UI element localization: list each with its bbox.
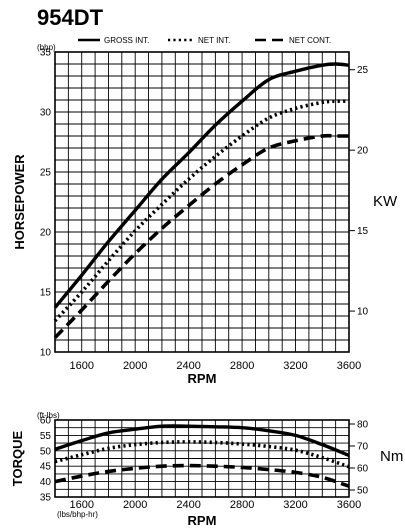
y2-axis-title: KW bbox=[373, 193, 398, 210]
legend-label: GROSS INT. bbox=[104, 36, 149, 45]
y-tick-label: 15 bbox=[40, 288, 52, 299]
x-tick-label: 1600 bbox=[69, 499, 93, 511]
plot-frame bbox=[54, 51, 350, 353]
series-line-dashed bbox=[54, 463, 350, 488]
x-tick-label: 2400 bbox=[176, 360, 200, 372]
y2-tick-label: 70 bbox=[357, 442, 369, 453]
x-tick-label: 3600 bbox=[337, 499, 361, 511]
x-tick-label: 2400 bbox=[176, 499, 200, 511]
series-line-solid bbox=[53, 62, 350, 309]
y-unit-label: (ft-lbs) bbox=[37, 411, 60, 420]
x-tick-label: 3200 bbox=[283, 360, 307, 372]
series-line-dotted bbox=[53, 99, 350, 323]
x-tick-label: 1600 bbox=[69, 360, 93, 372]
x-note-label: (lbs/bhp-hr) bbox=[57, 510, 98, 519]
y-axis-title: TORQUE bbox=[10, 430, 25, 486]
y-tick-label: 55 bbox=[40, 431, 52, 442]
y2-tick-label: 10 bbox=[357, 307, 369, 318]
y2-tick-label: 60 bbox=[357, 464, 369, 475]
series-line-dashed bbox=[53, 133, 349, 339]
x-axis-title: RPM bbox=[188, 371, 217, 386]
y-tick-label: 50 bbox=[40, 446, 52, 457]
y-tick-label: 40 bbox=[40, 477, 52, 488]
x-tick-label: 2000 bbox=[123, 499, 147, 511]
y-tick-label: 10 bbox=[40, 348, 52, 359]
legend: GROSS INT. NET INT. NET CONT. bbox=[78, 36, 331, 45]
x-tick-label: 3200 bbox=[283, 499, 307, 511]
x-tick-label: 2800 bbox=[230, 499, 254, 511]
y2-tick-label: 25 bbox=[357, 65, 369, 76]
y-tick-label: 30 bbox=[40, 108, 52, 119]
x-tick-label: 2800 bbox=[230, 360, 254, 372]
y-tick-label: 25 bbox=[40, 168, 52, 179]
y-tick-label: 35 bbox=[40, 493, 52, 504]
y-tick-label: 60 bbox=[40, 416, 52, 427]
series-line-solid bbox=[54, 424, 350, 457]
torque-chart: 1600 2000 2400 2800 3200 3600 35 40 45 50 55 60 50 60… bbox=[10, 411, 403, 528]
y2-tick-label: 20 bbox=[357, 146, 369, 157]
x-axis-title: RPM bbox=[188, 513, 217, 528]
x-tick-label: 3600 bbox=[337, 360, 361, 372]
y2-tick-label: 80 bbox=[357, 420, 369, 431]
y2-tick-label: 50 bbox=[357, 486, 369, 497]
plot-frame bbox=[54, 419, 350, 498]
y-tick-label: 45 bbox=[40, 462, 52, 473]
y-tick-label: 20 bbox=[40, 228, 52, 239]
x-tick-label: 2000 bbox=[123, 360, 147, 372]
power-chart: 1600 2000 2400 2800 3200 3600 10 15 20 25 30 35 10 15… bbox=[12, 43, 398, 386]
legend-label: NET INT. bbox=[198, 36, 230, 45]
grid bbox=[54, 51, 350, 353]
y-unit-label: (bhp) bbox=[37, 43, 56, 52]
model-title: 954DT bbox=[37, 5, 104, 30]
y-axis-title: HORSEPOWER bbox=[12, 154, 27, 250]
legend-label: NET CONT. bbox=[289, 36, 331, 45]
y2-tick-label: 15 bbox=[357, 226, 369, 237]
y2-axis-title: Nm bbox=[380, 448, 403, 465]
y-tick-label: 35 bbox=[40, 48, 52, 59]
